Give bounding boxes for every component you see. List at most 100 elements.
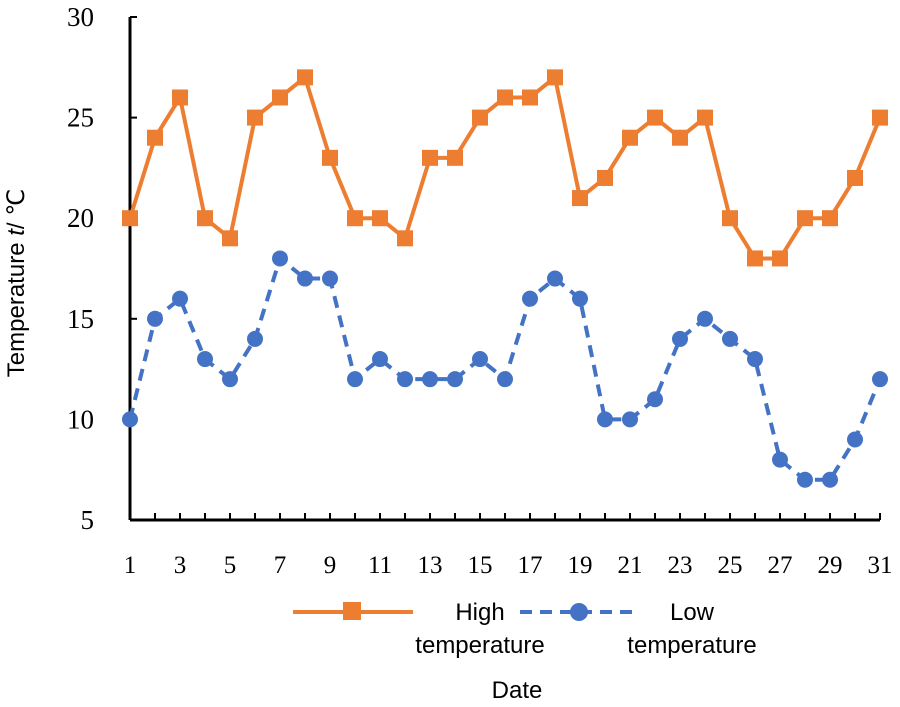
data-point-square	[347, 210, 363, 227]
axes	[128, 16, 881, 522]
data-point-circle	[397, 371, 413, 388]
data-point-square	[322, 149, 338, 166]
x-tick-label: 25	[718, 552, 743, 579]
legend-high-square-marker	[343, 602, 361, 620]
data-point-square	[197, 210, 213, 227]
series-layer	[122, 69, 888, 488]
legend-item-high[interactable]: High temperature	[293, 599, 545, 659]
data-point-circle	[522, 290, 538, 307]
x-tick-label: 5	[224, 552, 237, 579]
x-tick-label: 17	[518, 552, 543, 579]
data-point-circle	[422, 371, 438, 388]
x-tick-label: 11	[368, 552, 392, 579]
legend-low-label-line1: Low	[670, 599, 715, 626]
x-axis-ticks: 1 3 5 7 9 11 13 15 17 19 21 23 25 27 29 31	[124, 552, 893, 579]
data-point-circle	[347, 371, 363, 388]
data-point-circle	[472, 351, 488, 368]
y-tick-label: 30	[67, 2, 94, 32]
legend: High temperature Low temperature	[293, 599, 757, 659]
series-line	[128, 256, 882, 482]
data-point-circle	[147, 310, 163, 327]
series-low	[122, 250, 888, 488]
x-tick-label: 31	[868, 552, 893, 579]
x-axis-title: Date	[492, 677, 543, 704]
x-tick-label: 1	[124, 552, 137, 579]
data-point-circle	[497, 371, 513, 388]
data-point-circle	[597, 411, 613, 428]
data-point-circle	[872, 371, 888, 388]
data-point-square	[447, 149, 463, 166]
x-tick-label: 9	[324, 552, 337, 579]
data-point-circle	[372, 351, 388, 368]
legend-low-label-line2: temperature	[627, 632, 756, 659]
y-tick-label: 10	[67, 404, 94, 434]
data-point-square	[797, 210, 813, 227]
data-point-square	[772, 250, 788, 267]
data-point-circle	[447, 371, 463, 388]
data-point-square	[122, 210, 138, 227]
x-tick-label: 29	[818, 552, 843, 579]
x-tick-label: 13	[418, 552, 443, 579]
data-point-square	[647, 109, 663, 126]
legend-low-circle-marker	[570, 603, 588, 621]
data-point-circle	[822, 471, 838, 488]
data-point-square	[397, 230, 413, 247]
y-axis-title: Temperature t/ ℃	[3, 189, 30, 377]
data-point-circle	[647, 391, 663, 408]
data-point-circle	[747, 351, 763, 368]
data-point-circle	[272, 250, 288, 267]
x-tick-label: 27	[768, 552, 793, 579]
x-tick-label: 3	[174, 552, 187, 579]
data-point-circle	[172, 290, 188, 307]
y-tick-label: 20	[67, 203, 94, 233]
data-point-square	[547, 69, 563, 86]
data-point-square	[472, 109, 488, 126]
data-point-square	[172, 89, 188, 106]
series-high	[122, 69, 888, 267]
data-point-circle	[797, 471, 813, 488]
data-point-square	[272, 89, 288, 106]
data-point-square	[872, 109, 888, 126]
legend-item-low[interactable]: Low temperature	[520, 599, 757, 659]
data-point-square	[247, 109, 263, 126]
data-point-square	[572, 190, 588, 207]
data-point-circle	[672, 330, 688, 347]
data-point-square	[747, 250, 763, 267]
x-tick-label: 15	[468, 552, 493, 579]
data-point-circle	[697, 310, 713, 327]
x-tick-label: 19	[568, 552, 593, 579]
data-point-square	[697, 109, 713, 126]
data-point-square	[822, 210, 838, 227]
legend-high-label-line2: temperature	[415, 632, 544, 659]
data-point-square	[222, 230, 238, 247]
data-point-square	[147, 129, 163, 146]
data-point-circle	[297, 270, 313, 287]
data-point-circle	[322, 270, 338, 287]
data-point-square	[372, 210, 388, 227]
y-tick-label: 25	[67, 103, 94, 133]
data-point-circle	[547, 270, 563, 287]
data-point-circle	[122, 411, 138, 428]
data-point-square	[722, 210, 738, 227]
x-tick-label: 23	[668, 552, 693, 579]
data-point-square	[497, 89, 513, 106]
data-point-circle	[622, 411, 638, 428]
data-point-circle	[247, 330, 263, 347]
y-axis-ticks: 5 10 15 20 25 30	[67, 2, 94, 535]
data-point-square	[522, 89, 538, 106]
data-point-circle	[722, 330, 738, 347]
data-point-square	[597, 169, 613, 186]
data-point-square	[622, 129, 638, 146]
data-point-circle	[572, 290, 588, 307]
data-point-square	[297, 69, 313, 86]
y-tick-label: 15	[67, 304, 94, 334]
y-tick-label: 5	[81, 505, 95, 535]
x-tick-label: 7	[274, 552, 287, 579]
data-point-circle	[847, 431, 863, 448]
data-point-square	[672, 129, 688, 146]
x-tick-label: 21	[618, 552, 643, 579]
data-point-circle	[222, 371, 238, 388]
data-point-square	[847, 169, 863, 186]
legend-high-label-line1: High	[455, 599, 504, 626]
